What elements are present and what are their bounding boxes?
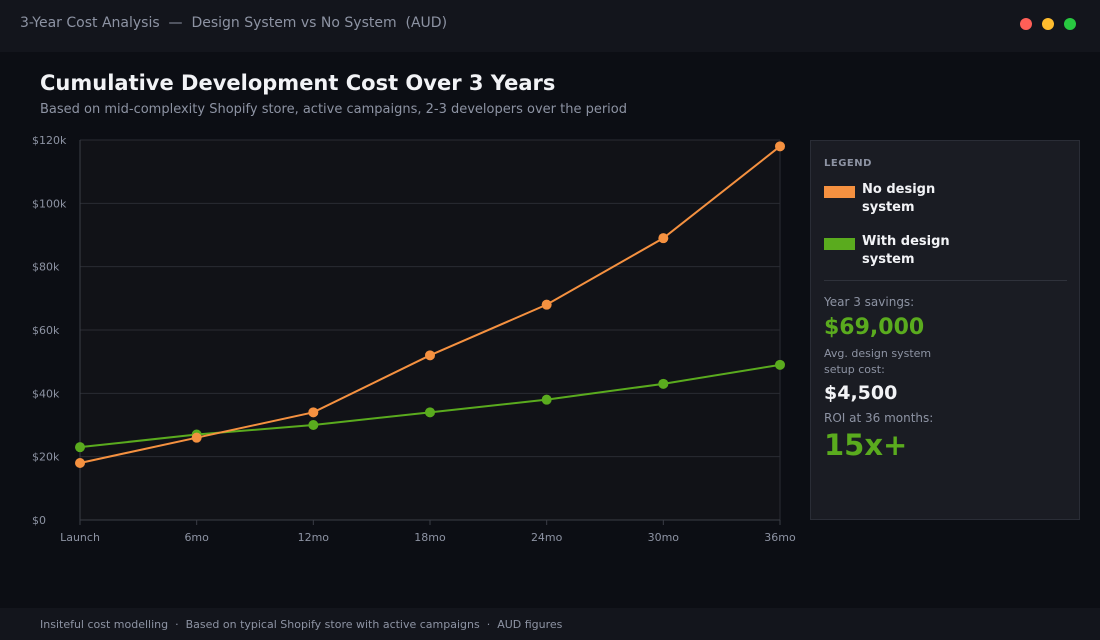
footer: Insiteful cost modelling · Based on typi… <box>0 608 1100 640</box>
x-tick-label: 30mo <box>648 531 680 544</box>
legend-label-with-system: With design system <box>862 234 950 267</box>
data-point-with-system <box>425 407 435 418</box>
legend-panel: LEGEND No design system With design syst… <box>810 140 1080 520</box>
roi-value: 15x+ <box>824 428 908 462</box>
setup-cost-label: Avg. design system setup cost: <box>824 347 932 376</box>
y-tick-label: $80k <box>32 261 60 274</box>
window-title: 3-Year Cost Analysis — Design System vs … <box>20 15 448 31</box>
footer-text: Insiteful cost modelling · Based on typi… <box>40 618 563 631</box>
legend-label-no-system: No design system <box>862 182 936 215</box>
data-point-no-system <box>308 407 319 418</box>
close-window-button[interactable] <box>1020 18 1032 30</box>
legend-swatch-no-system <box>824 186 855 198</box>
page-subtitle: Based on mid-complexity Shopify store, a… <box>40 102 627 117</box>
minimize-window-button[interactable] <box>1042 18 1054 30</box>
x-tick-label: Launch <box>60 531 100 544</box>
legend-swatch-with-system <box>824 238 855 250</box>
data-point-with-system <box>541 394 552 405</box>
data-point-with-system <box>308 420 319 430</box>
window-controls <box>1020 18 1076 30</box>
y-tick-label: $100k <box>32 197 67 210</box>
data-point-with-system <box>658 378 669 389</box>
x-tick-label: 36mo <box>764 531 796 544</box>
cost-chart: $0 $20k $40k $60k $80k $100k $120k Launch 6mo 12m… <box>32 134 796 544</box>
y-tick-label: $120k <box>32 134 67 147</box>
savings-label: Year 3 savings: <box>824 295 915 309</box>
y-tick-label: $20k <box>32 451 60 464</box>
data-point-no-system <box>191 432 202 443</box>
x-tick-label: 12mo <box>298 531 330 544</box>
legend-divider <box>824 280 1067 281</box>
page-title: Cumulative Development Cost Over 3 Years <box>40 71 556 95</box>
x-tick-label: 18mo <box>414 531 446 544</box>
savings-value: $69,000 <box>824 315 925 340</box>
setup-cost-value: $4,500 <box>824 382 898 404</box>
y-tick-label: $0 <box>32 514 46 527</box>
data-point-no-system <box>775 141 785 152</box>
data-point-with-system <box>775 359 785 370</box>
legend-title: LEGEND <box>824 158 872 169</box>
data-point-no-system <box>425 350 435 361</box>
x-tick-label: 24mo <box>531 531 563 544</box>
y-tick-label: $40k <box>32 387 60 400</box>
data-point-no-system <box>75 458 85 468</box>
x-tick-label: 6mo <box>184 531 209 544</box>
data-point-with-system <box>75 442 85 453</box>
title-bar: 3-Year Cost Analysis — Design System vs … <box>0 0 1100 52</box>
roi-label: ROI at 36 months: <box>824 411 934 425</box>
data-point-no-system <box>658 233 669 244</box>
y-tick-label: $60k <box>32 324 60 337</box>
maximize-window-button[interactable] <box>1064 18 1076 30</box>
data-point-no-system <box>541 299 552 310</box>
